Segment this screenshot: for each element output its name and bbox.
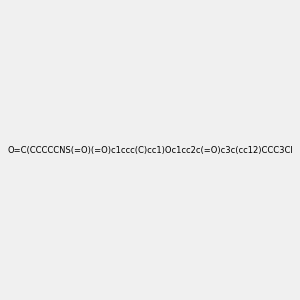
Text: O=C(CCCCCNS(=O)(=O)c1ccc(C)cc1)Oc1cc2c(=O)c3c(cc12)CCC3Cl: O=C(CCCCCNS(=O)(=O)c1ccc(C)cc1)Oc1cc2c(=… bbox=[7, 146, 293, 154]
